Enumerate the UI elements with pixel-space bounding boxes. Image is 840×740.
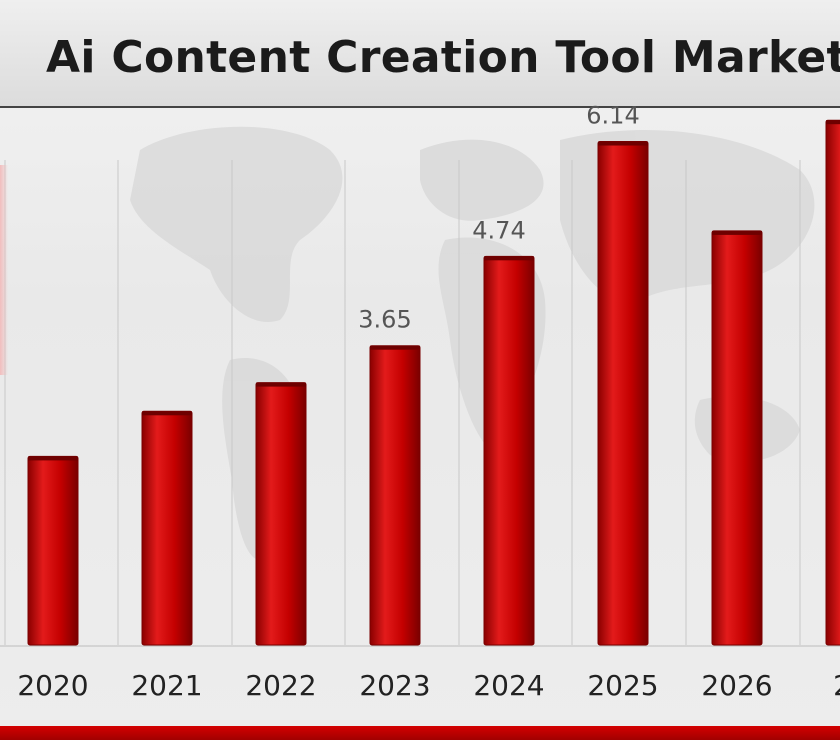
x-tick-label-5: 2025 bbox=[587, 669, 658, 702]
bar-2022 bbox=[255, 382, 307, 646]
bar-2021 bbox=[141, 410, 193, 646]
bar-cap-20 bbox=[826, 120, 840, 125]
x-tick-label-2: 2022 bbox=[245, 669, 316, 702]
bar-cap-2022 bbox=[256, 382, 306, 387]
data-label-2023: 3.65 bbox=[358, 306, 411, 334]
bottom-accent-bar bbox=[0, 726, 840, 740]
title-bar: Ai Content Creation Tool Market bbox=[0, 0, 840, 108]
bar-2023 bbox=[369, 345, 421, 646]
data-label-2025: 6.14 bbox=[586, 102, 639, 130]
x-tick-label-0: 2020 bbox=[17, 669, 88, 702]
bar-2020 bbox=[27, 455, 79, 646]
x-tick-label-1: 2021 bbox=[131, 669, 202, 702]
bar-cap-2025 bbox=[598, 141, 648, 146]
bar-2025 bbox=[597, 141, 649, 646]
bar-cap-2020 bbox=[28, 456, 78, 461]
chart-title: Ai Content Creation Tool Market bbox=[46, 32, 840, 83]
x-tick-label-7: 20 bbox=[833, 669, 840, 702]
bar-cap-2021 bbox=[142, 411, 192, 416]
bar-cap-2024 bbox=[484, 256, 534, 261]
bar-2024 bbox=[483, 255, 535, 646]
x-tick-label-3: 2023 bbox=[359, 669, 430, 702]
bar-cap-2026 bbox=[712, 230, 762, 235]
bar-2026 bbox=[711, 230, 763, 646]
left-edge-highlight bbox=[0, 165, 8, 375]
data-label-2024: 4.74 bbox=[472, 216, 525, 244]
x-tick-label-4: 2024 bbox=[473, 669, 544, 702]
x-tick-label-6: 2026 bbox=[701, 669, 772, 702]
bar-20 bbox=[825, 119, 840, 646]
bar-cap-2023 bbox=[370, 345, 420, 350]
